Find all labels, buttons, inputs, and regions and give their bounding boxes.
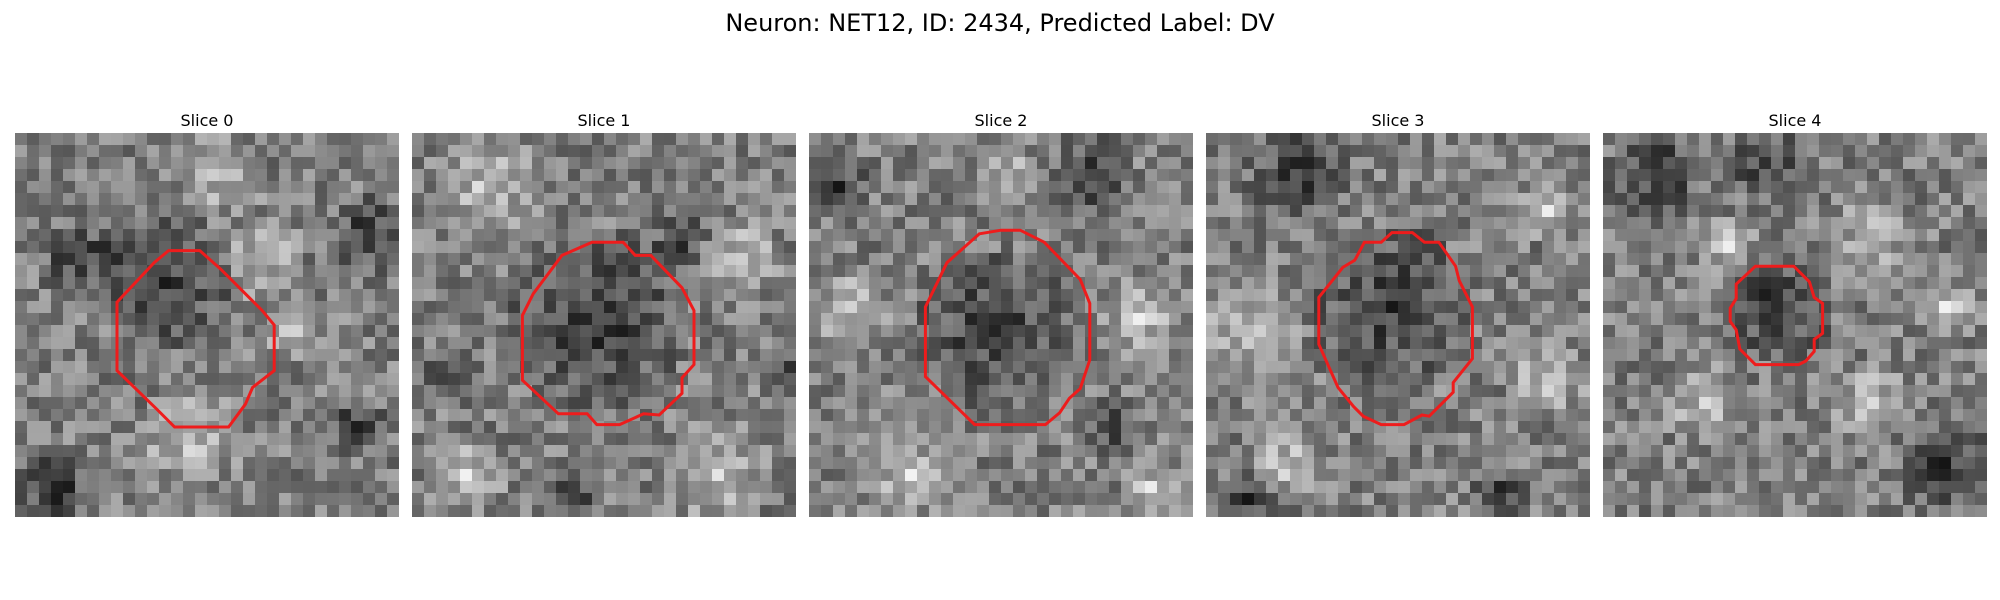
slice-image	[412, 133, 796, 517]
slice-title: Slice 0	[180, 111, 234, 130]
slice-image	[1206, 133, 1590, 517]
cell-contour	[1728, 264, 1825, 367]
slice-title: Slice 4	[1768, 111, 1822, 130]
figure-title: Neuron: NET12, ID: 2434, Predicted Label…	[725, 9, 1275, 37]
slice-image	[1603, 133, 1987, 517]
slice-panel-0: Slice 0	[15, 109, 399, 517]
slice-image	[809, 133, 1193, 517]
micrograph-pixels	[1603, 133, 1987, 517]
micrograph-pixels	[809, 133, 1193, 517]
slice-title: Slice 2	[974, 111, 1028, 130]
micrograph-pixels	[1206, 133, 1590, 517]
slice-image	[15, 133, 399, 517]
slice-title: Slice 3	[1371, 111, 1425, 130]
cell-contour	[520, 240, 696, 427]
slice-panel-2: Slice 2	[809, 109, 1193, 517]
micrograph-pixels	[412, 133, 796, 517]
slice-panel-4: Slice 4	[1603, 109, 1987, 517]
slice-title: Slice 1	[577, 111, 631, 130]
slice-panel-1: Slice 1	[412, 109, 796, 517]
cell-contour	[115, 249, 276, 429]
cell-contour	[923, 228, 1092, 427]
slice-panel-3: Slice 3	[1206, 109, 1590, 517]
micrograph-pixels	[15, 133, 399, 517]
cell-contour	[1317, 231, 1474, 427]
